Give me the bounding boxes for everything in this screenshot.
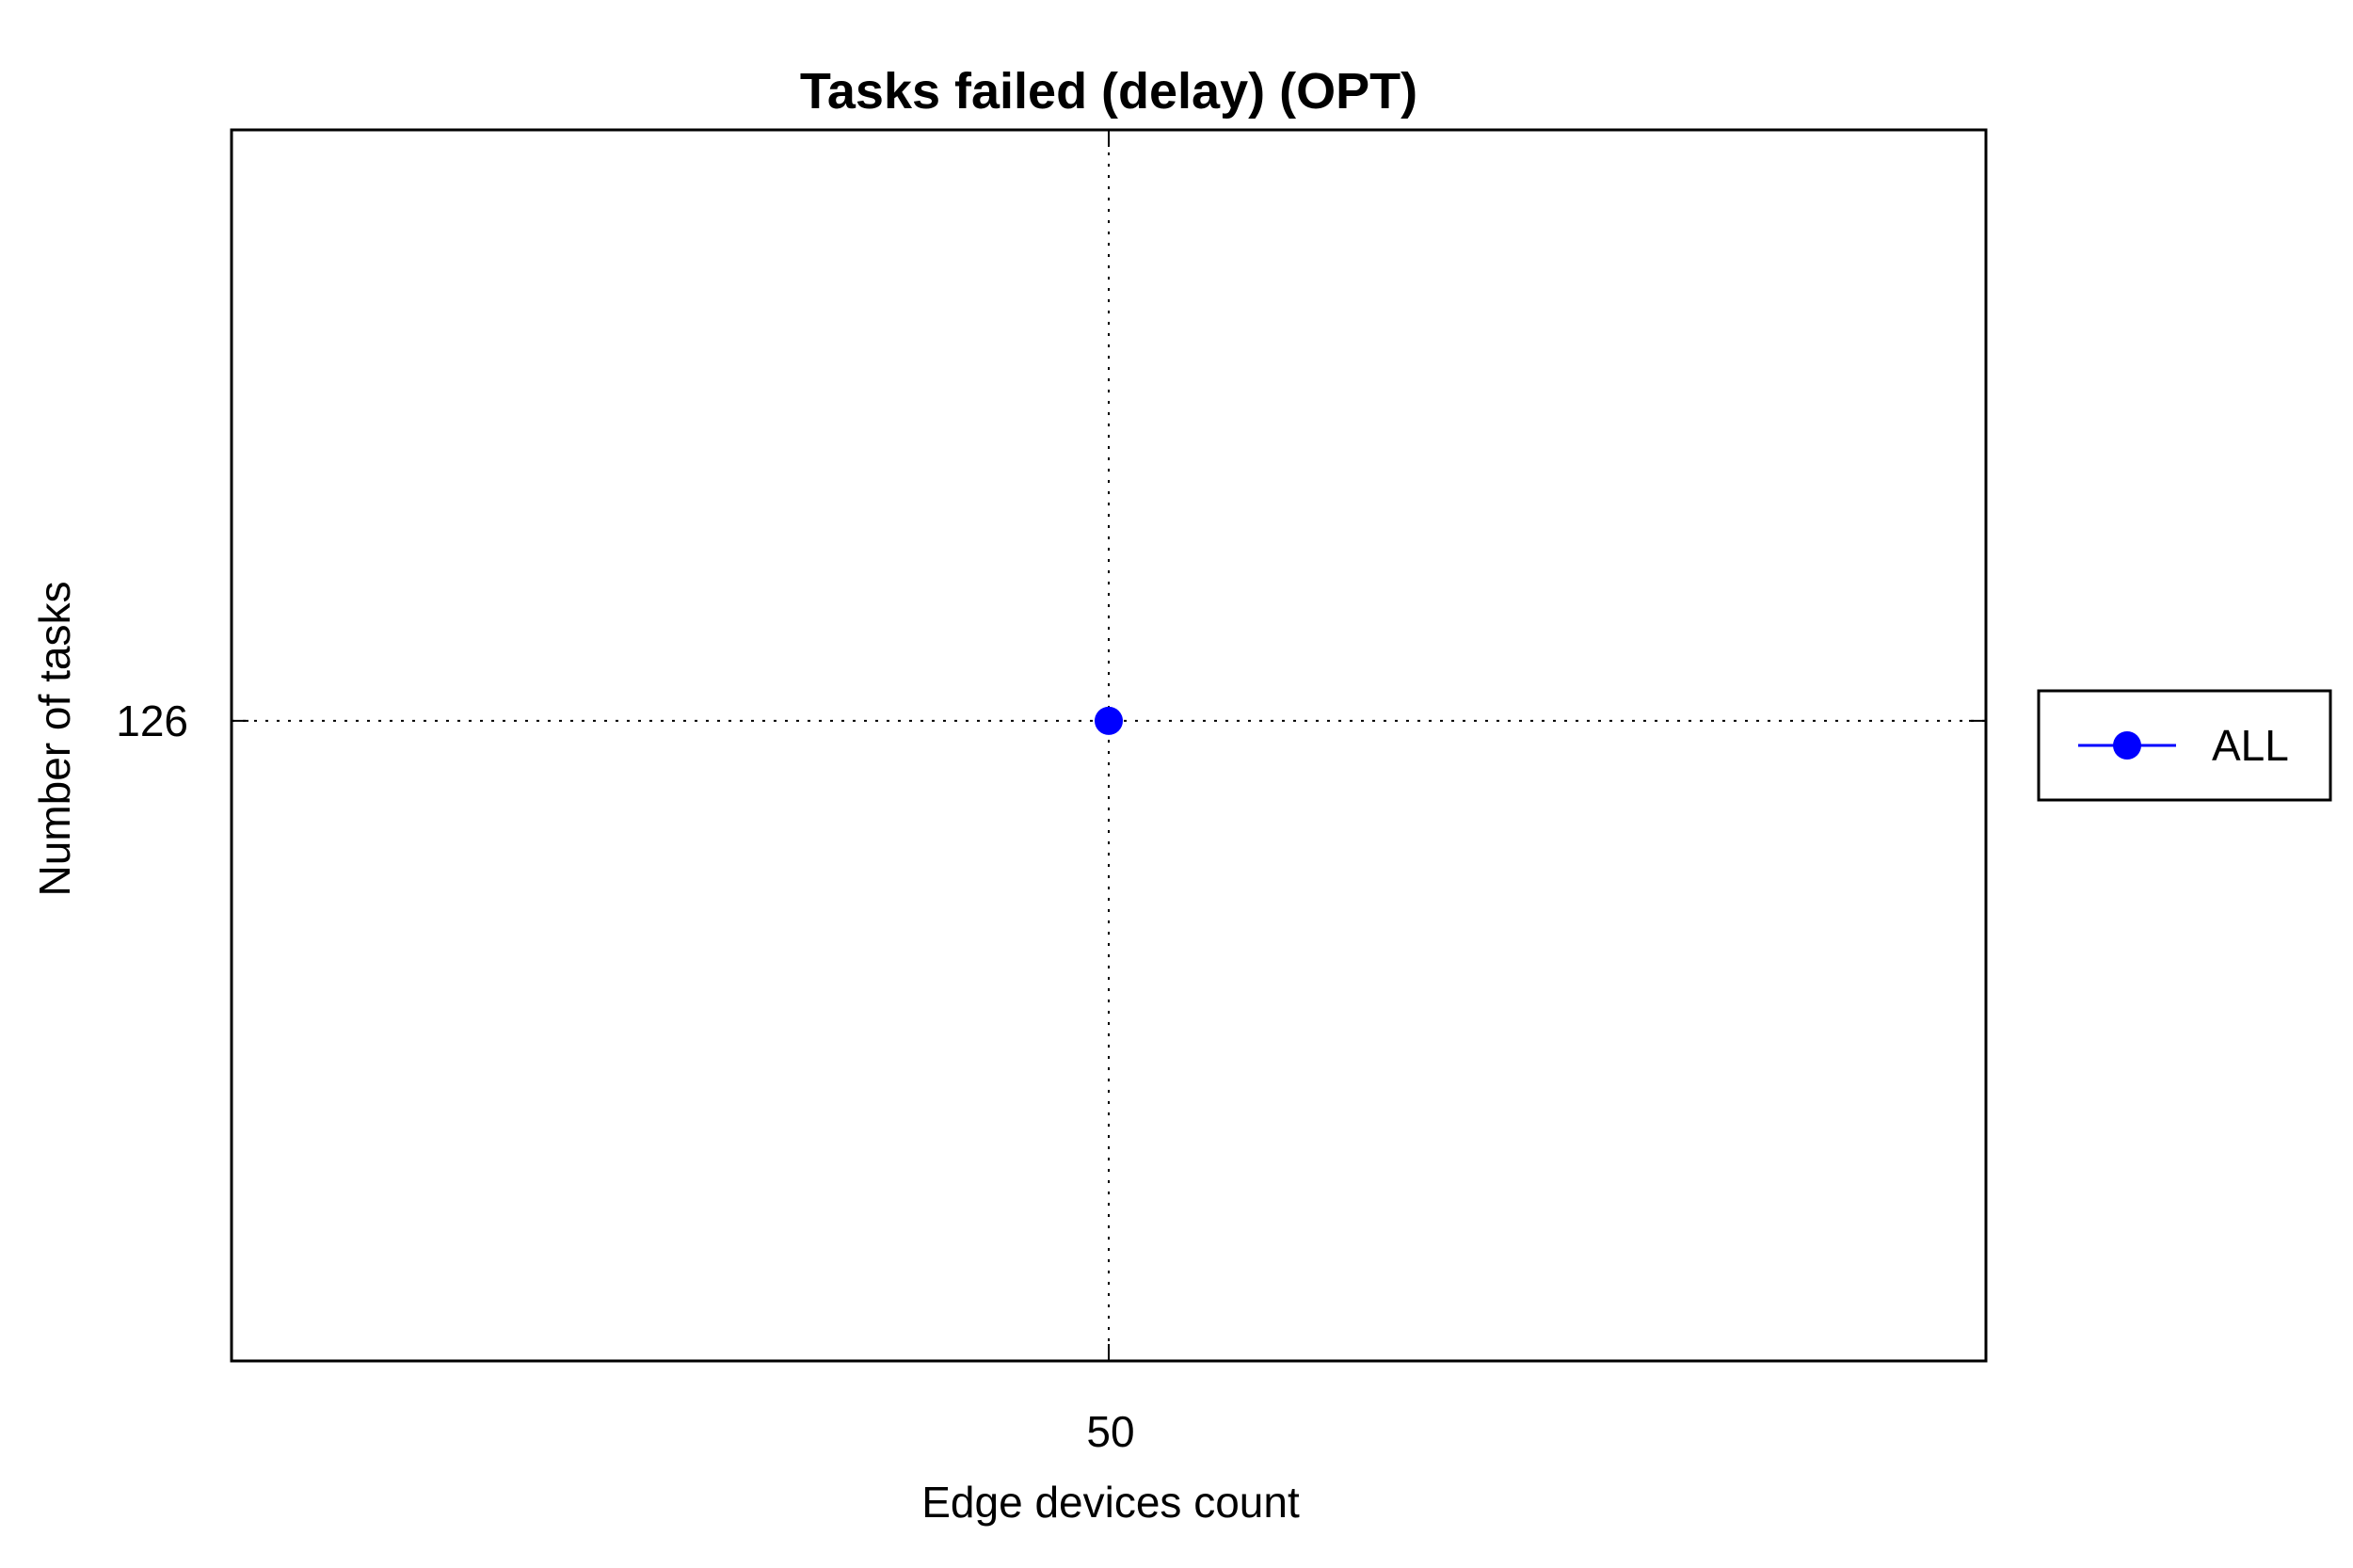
series-layer — [1095, 706, 1123, 735]
y-tick-labels: 126 — [116, 696, 188, 745]
plot-frame — [230, 128, 1988, 1363]
legend-label-all: ALL — [2212, 721, 2289, 770]
y-tick-label: 126 — [116, 696, 188, 745]
y-axis-label: Number of tasks — [30, 582, 79, 897]
grid-lines — [232, 130, 1986, 1361]
legend-marker-all — [2113, 731, 2141, 760]
tick-marks — [232, 130, 1986, 1361]
x-tick-labels: 50 — [1086, 1407, 1134, 1456]
chart-title: Tasks failed (delay) (OPT) — [800, 63, 1417, 120]
data-point-all — [1095, 706, 1123, 735]
legend: ALL — [2037, 689, 2332, 802]
x-axis-label: Edge devices count — [921, 1478, 1300, 1527]
x-tick-label: 50 — [1086, 1407, 1134, 1456]
